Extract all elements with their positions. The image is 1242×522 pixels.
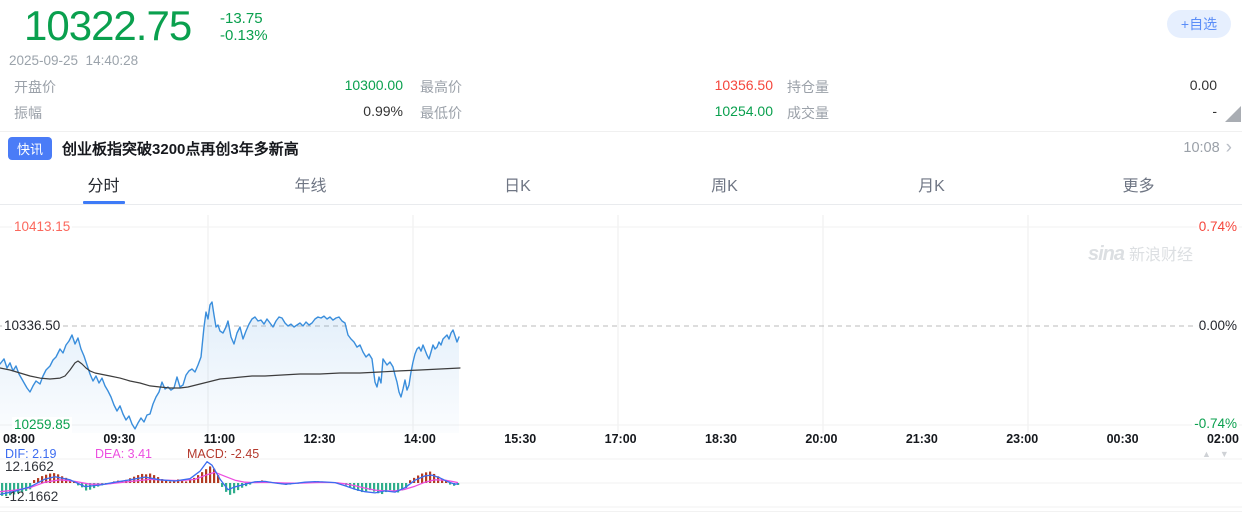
x-axis-tick: 20:00: [805, 432, 838, 446]
tab-月K[interactable]: 月K: [828, 164, 1035, 204]
stat-value: 0.99%: [363, 103, 403, 119]
y-axis-price-label: 10413.15: [12, 219, 73, 235]
stats-row: 振幅 0.99% 最低价 10254.00 成交量 -: [0, 103, 1242, 121]
active-tab-underline: [82, 201, 125, 204]
x-axis-tick: 09:30: [103, 432, 136, 446]
news-headline[interactable]: 创业板指突破3200点再创3年多新高: [62, 140, 299, 158]
tab-label: 周K: [711, 178, 738, 195]
stats-row: 开盘价 10300.00 最高价 10356.50 持仓量 0.00: [0, 77, 1242, 95]
tab-label: 日K: [504, 178, 531, 195]
expand-corner-icon[interactable]: [1225, 106, 1241, 122]
x-axis-tick: 08:00: [3, 432, 35, 446]
macd-legend-macd: MACD: -2.45: [187, 447, 260, 461]
stat-label: 最高价: [420, 79, 462, 95]
stat-value: -: [1212, 103, 1217, 119]
x-axis-tick: 21:30: [905, 432, 938, 446]
tab-label: 月K: [918, 178, 945, 195]
y-axis-price-label: 10259.85: [12, 417, 73, 433]
macd-y-max-label: 12.1662: [5, 459, 54, 474]
x-axis-tick: 02:00: [1206, 432, 1239, 446]
tab-周K[interactable]: 周K: [621, 164, 828, 204]
macd-legend-dea: DEA: 3.41: [95, 447, 152, 461]
macd-y-min-label: -12.1662: [5, 489, 59, 504]
tab-label: 更多: [1122, 178, 1155, 195]
tab-日K[interactable]: 日K: [414, 164, 621, 204]
y-axis-percent-label: 0.00%: [1196, 318, 1239, 334]
chart-period-tabs: 分时 年线 日K 周K 月K 更多: [0, 164, 1242, 205]
x-axis-tick: 17:00: [604, 432, 637, 446]
stat-label: 开盘价: [14, 79, 56, 95]
stat-value: 0.00: [1189, 77, 1217, 93]
y-axis-price-label: 10336.50: [2, 318, 63, 334]
x-axis-tick: 11:00: [203, 432, 236, 446]
x-axis-tick: 00:30: [1106, 432, 1139, 446]
macd-chart-canvas: [0, 458, 1242, 508]
tab-更多[interactable]: 更多: [1035, 164, 1242, 204]
bottom-divider: [0, 511, 1242, 512]
stat-label: 持仓量: [787, 79, 829, 95]
x-axis-tick: 12:30: [303, 432, 336, 446]
news-badge: 快讯: [8, 136, 53, 160]
x-axis-tick: 15:30: [504, 432, 537, 446]
quote-timestamp: 2025-09-25 14:40:28: [9, 53, 139, 68]
price-change: -13.75: [220, 10, 263, 27]
x-axis-labels: 08:00 09:30 11:00 12:30 14:00 15:30 17:00 18:30…: [0, 432, 1242, 446]
down-arrow-icon[interactable]: ▼: [1219, 449, 1229, 459]
tab-年线[interactable]: 年线: [207, 164, 414, 204]
stat-label: 振幅: [14, 105, 42, 121]
x-axis-tick: 14:00: [403, 432, 436, 446]
current-price: 10322.75: [24, 2, 192, 49]
tab-分时[interactable]: 分时: [0, 164, 207, 204]
tab-label: 年线: [294, 178, 327, 195]
stat-value: 10300.00: [344, 77, 403, 93]
stat-label: 成交量: [787, 105, 829, 121]
price-change-block: -13.75 -0.13%: [220, 10, 268, 44]
news-time: 10:08: [1183, 140, 1220, 156]
y-axis-percent-label: 0.74%: [1196, 219, 1239, 235]
x-axis-tick: 18:30: [705, 432, 738, 446]
y-axis-percent-label: -0.74%: [1192, 416, 1239, 432]
stat-value: 10254.00: [714, 103, 773, 119]
macd-legend-dif: DIF: 2.19: [5, 447, 57, 461]
stat-label: 最低价: [420, 105, 462, 121]
up-arrow-icon[interactable]: ▲: [1202, 449, 1211, 459]
chevron-right-icon[interactable]: ›: [1225, 136, 1232, 158]
tab-label: 分时: [87, 178, 120, 195]
indicator-scroll-arrows: ▲ ▼: [1202, 449, 1229, 459]
add-to-watchlist-button[interactable]: +自选: [1167, 10, 1231, 38]
x-axis-tick: 23:00: [1006, 432, 1039, 446]
price-change-percent: -0.13%: [220, 27, 268, 44]
price-chart-canvas[interactable]: [0, 205, 1242, 433]
stat-value: 10356.50: [714, 77, 773, 93]
news-ticker[interactable]: 快讯 创业板指突破3200点再创3年多新高 10:08 ›: [0, 131, 1242, 165]
